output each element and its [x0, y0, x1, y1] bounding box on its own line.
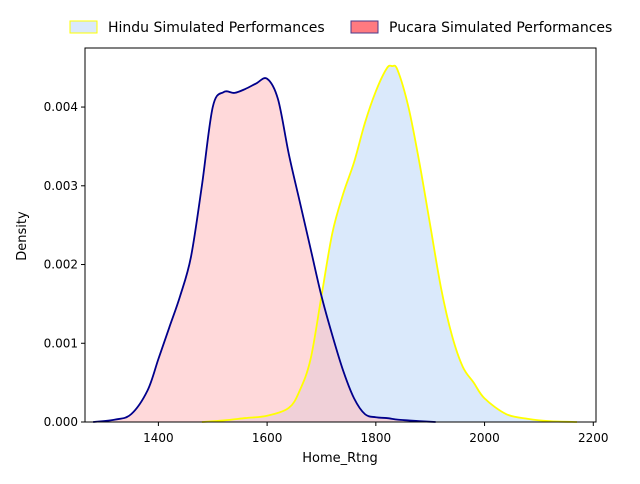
x-axis-label: Home_Rtng — [302, 451, 378, 466]
legend-swatch-hindu — [69, 20, 98, 34]
x-tick-label: 2000 — [469, 431, 500, 445]
y-tick-label: 0.002 — [44, 258, 78, 272]
y-axis-label: Density — [15, 211, 30, 261]
y-tick-label: 0.000 — [44, 415, 78, 429]
y-tick-label: 0.001 — [44, 336, 78, 350]
x-tick-label: 1400 — [143, 431, 174, 445]
y-axis-ticks: 0.000 0.001 0.002 0.003 0.004 — [44, 100, 85, 429]
legend-label-pucara: Pucara Simulated Performances — [389, 20, 612, 36]
x-tick-label: 2200 — [578, 431, 609, 445]
legend-label-hindu: Hindu Simulated Performances — [108, 20, 325, 36]
y-tick-label: 0.003 — [44, 179, 78, 193]
legend: Hindu Simulated Performances Pucara Simu… — [69, 20, 612, 36]
density-line-pucara — [93, 77, 436, 423]
density-area-hindu — [201, 65, 577, 423]
x-axis-ticks: 1400 1600 1800 2000 2200 — [143, 422, 609, 445]
x-tick-label: 1600 — [252, 431, 283, 445]
density-area-pucara — [93, 78, 436, 422]
plot-frame — [84, 47, 597, 423]
y-tick-label: 0.004 — [44, 100, 78, 114]
density-line-hindu — [201, 64, 577, 423]
x-tick-label: 1800 — [361, 431, 392, 445]
legend-swatch-pucara — [350, 20, 379, 34]
series-layer — [93, 64, 577, 423]
